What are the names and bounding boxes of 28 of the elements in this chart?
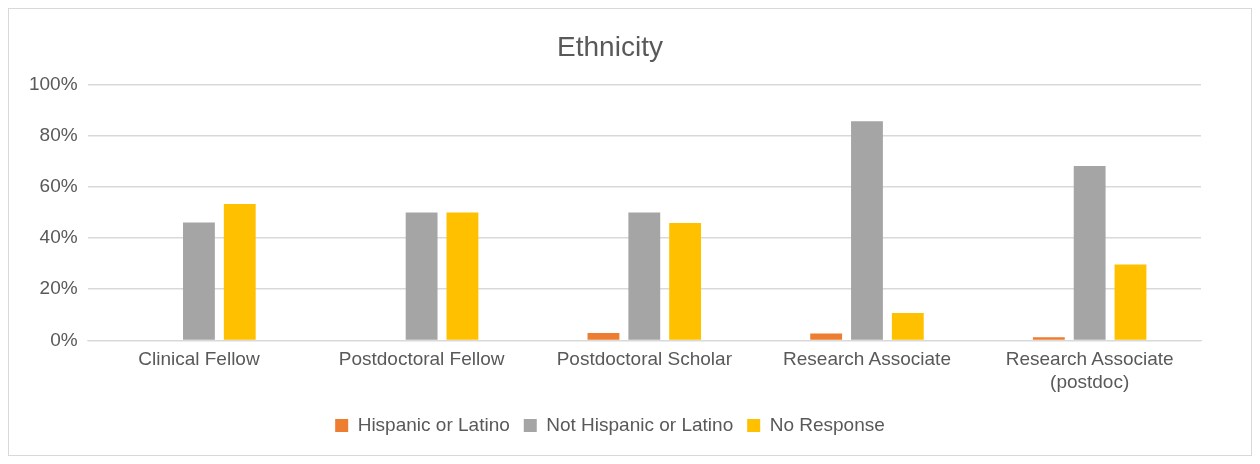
legend-label: No Response (769, 413, 885, 435)
bar (223, 204, 256, 340)
bar (628, 212, 661, 340)
bar (405, 212, 438, 340)
bar (810, 333, 843, 340)
bar (891, 313, 924, 340)
y-tick-label: 0% (50, 328, 78, 350)
y-tick-label: 80% (39, 123, 78, 145)
bar (1114, 264, 1147, 340)
x-tick-label: Clinical Fellow (138, 348, 260, 370)
bar (1032, 337, 1065, 340)
y-tick-label: 100% (28, 72, 78, 94)
y-tick-label: 20% (39, 277, 78, 299)
y-tick-label: 40% (39, 226, 78, 248)
bar (1073, 165, 1106, 340)
x-tick-label: Postdoctoral Fellow (338, 348, 505, 370)
y-tick-label: 60% (39, 175, 78, 197)
x-tick-label: Research Associate (783, 348, 951, 370)
legend-label: Not Hispanic or Latino (546, 413, 734, 435)
bar (669, 222, 702, 340)
x-tick-label: Postdoctoral Scholar (556, 348, 733, 370)
bar (587, 332, 620, 340)
legend-label: Hispanic or Latino (357, 413, 510, 435)
bar (446, 212, 479, 340)
bar (851, 121, 883, 340)
bar (183, 222, 215, 340)
chart-title: Ethnicity (557, 30, 663, 62)
x-tick-label: Research Associate (postdoc) (1005, 348, 1174, 392)
